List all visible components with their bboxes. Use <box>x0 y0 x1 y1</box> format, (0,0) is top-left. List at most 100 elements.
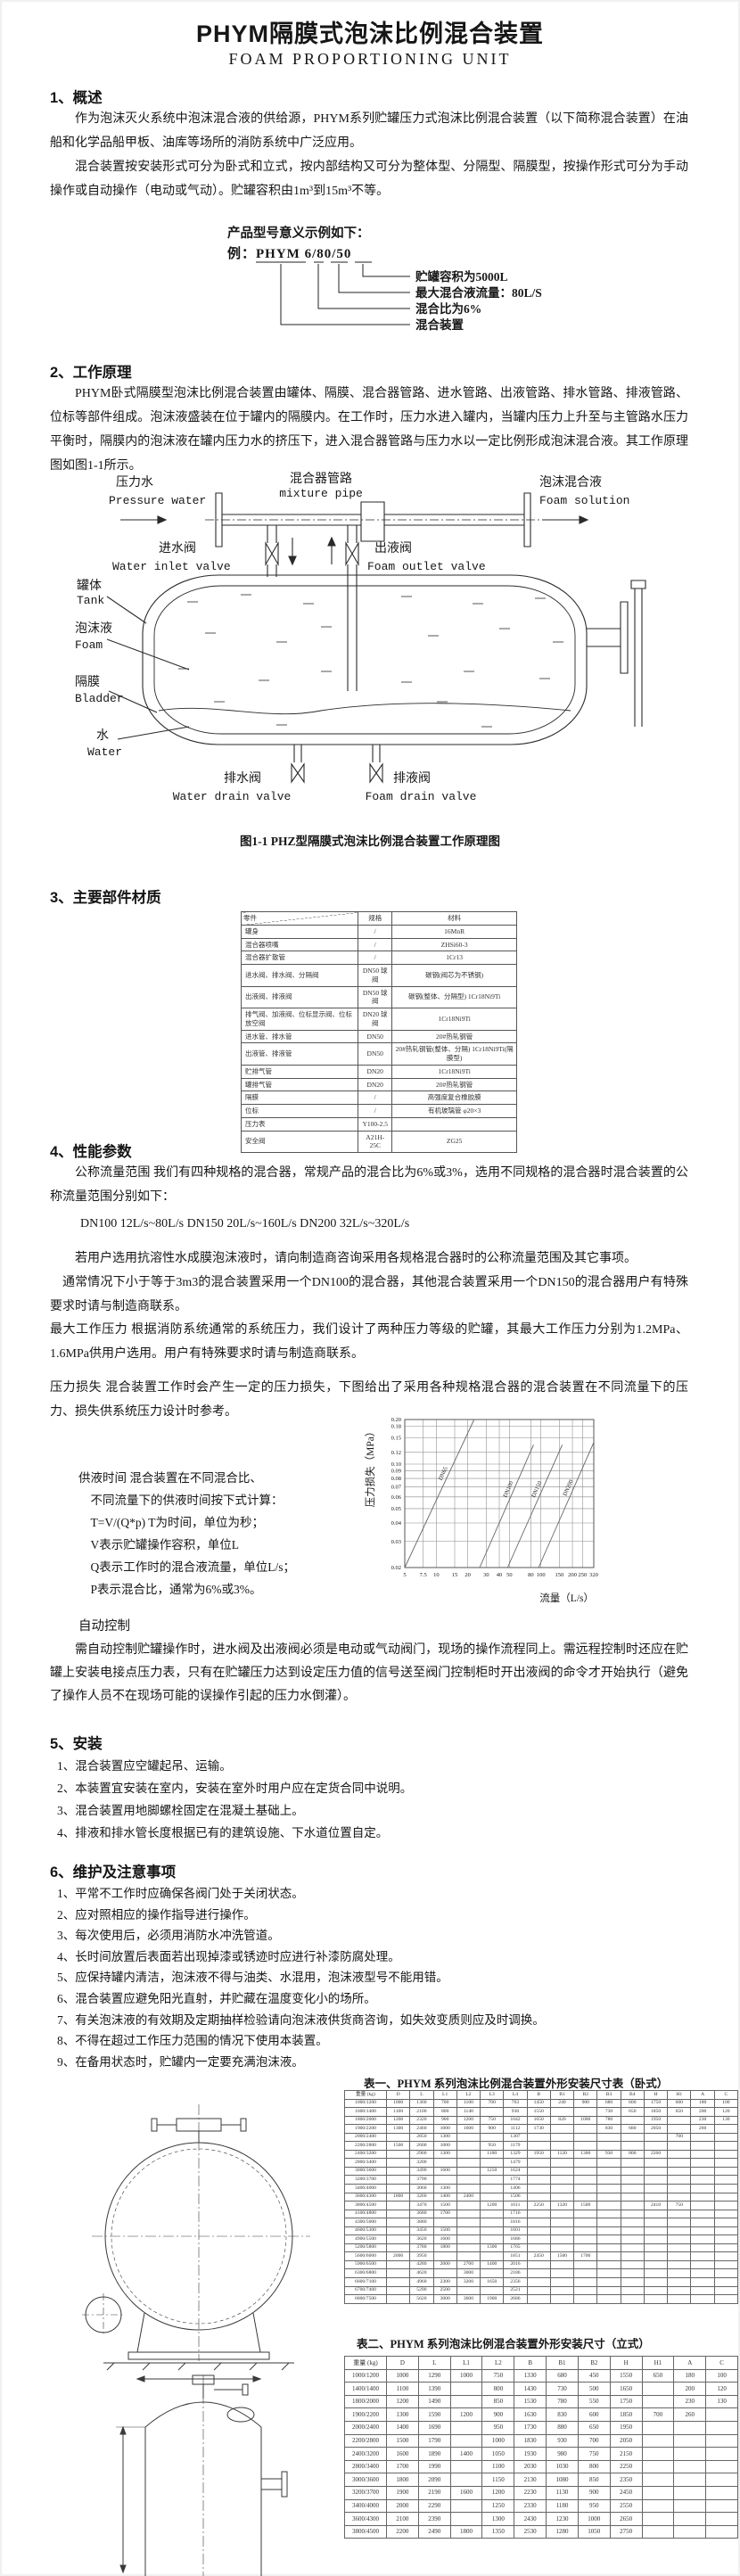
table-row: 4100/4800 3680 1700 1716 <box>344 2209 739 2219</box>
maintenance-item: 5、应保持罐内清洁，泡沫液不得与油类、水混用，泡沫液型号不能用错。 <box>57 1971 448 1985</box>
table-cell <box>667 2149 692 2160</box>
table-cell <box>713 2124 739 2134</box>
table-cell: 5620 <box>409 2294 434 2304</box>
table-cell: 1490 <box>417 2394 451 2409</box>
table-cell <box>526 2175 551 2185</box>
table-cell <box>673 2498 707 2514</box>
series-line-DN100 <box>480 1444 533 1568</box>
table-cell <box>385 2259 411 2270</box>
table-cell: 2400 <box>456 2192 481 2202</box>
table-cell: 1950 <box>526 2149 551 2160</box>
section1-para2: 混合装置按安装形式可分为卧式和立式，按内部结构又可分为整体型、分隔型、隔膜型，按… <box>50 160 688 198</box>
materials-table: 零件 规格 材料 罐身/16MnR 混合器喷嘴 / ZHSi60-3 混合器扩散管/1Cr13… <box>240 911 517 1153</box>
y-tick-label: 0.09 <box>391 1469 401 1475</box>
column-header: 规格 <box>358 911 393 926</box>
table-cell <box>620 2259 645 2270</box>
table-cell: DN50 球阀 <box>358 985 393 1008</box>
table-cell: 1700 <box>432 2209 457 2219</box>
table-cell: 1200 <box>386 2394 419 2409</box>
table-cell: 1500 <box>432 2201 457 2210</box>
table-cell <box>690 2226 715 2236</box>
table-cell <box>526 2141 551 2151</box>
series-label: DN100 <box>502 1480 514 1498</box>
table-cell <box>690 2149 715 2160</box>
table-cell: 900 <box>432 2115 457 2126</box>
table-cell: 120 <box>713 2107 739 2117</box>
table-cell <box>620 2209 645 2219</box>
label-bladder-en: Bladder <box>75 692 124 705</box>
table-cell <box>385 2294 411 2304</box>
label-mixture-pipe-en: mixture pipe <box>279 487 363 500</box>
table-cell: 进水阀、排水阀、分隔阀 <box>240 964 359 987</box>
table-cell <box>596 2166 621 2177</box>
y-tick-label: 0.05 <box>391 1506 401 1512</box>
auto-control-heading: 自动控制 <box>78 1619 130 1634</box>
table-cell: 2000 <box>386 2498 419 2514</box>
supply-time-block: 供液时间 混合装置在不同混合比、 不同流量下的供液时间按下式计算： T=V/(Q… <box>78 1467 373 1601</box>
table-cell: 1Cr18Ni9Ti <box>391 1064 517 1079</box>
table-cell <box>432 2175 457 2185</box>
table-cell <box>620 2268 645 2279</box>
table-row: 5900/6500 4280 2000 2700 1400 2016 <box>344 2259 739 2270</box>
plot-border <box>405 1420 594 1568</box>
table-row: 出液阀、排液阀 DN50 球阀 碳钢(整体、分隔型) 1Cr18Ni9Ti <box>240 985 517 1008</box>
table-row: 1800/2000 1200 2320 900 1200 750 1042 1650 820 10… <box>344 2115 739 2126</box>
table-cell <box>641 2433 675 2448</box>
table-cell: ZG25 <box>391 1130 517 1153</box>
table-cell: 2450 <box>609 2485 643 2500</box>
table-row: 6300/6800 4620 3000 2186 <box>344 2268 739 2279</box>
table-cell: 1400 <box>480 2259 505 2270</box>
table-cell <box>596 2234 621 2244</box>
table-cell <box>456 2285 481 2296</box>
maintenance-item: 1、平常不工作时应确保各阀门处于关闭状态。 <box>57 1887 304 1900</box>
column-header: B <box>526 2090 551 2100</box>
table-cell <box>690 2251 715 2261</box>
supply-line: 不同流量下的供液时间按下式计算： <box>90 1494 284 1507</box>
table-cell: 1100 <box>481 2459 515 2474</box>
table-cell <box>480 2107 505 2117</box>
table-cell <box>690 2192 715 2202</box>
table-cell <box>432 2218 457 2227</box>
table-cell <box>690 2175 715 2185</box>
series-line-DN150 <box>507 1444 562 1568</box>
table-cell: 2200/2800 <box>344 2141 387 2151</box>
column-header: H1 <box>667 2090 692 2100</box>
table-cell <box>480 2234 505 2244</box>
table-cell <box>526 2209 551 2219</box>
table-cell: 100 <box>705 2368 738 2383</box>
table-row: 位标 / 有机玻璃管 φ20×3 <box>240 1104 517 1118</box>
column-header: B2 <box>573 2090 598 2100</box>
table-cell <box>549 2209 575 2219</box>
table-cell: 2050 <box>643 2124 669 2134</box>
table-cell: 3450 <box>409 2226 434 2236</box>
table-cell <box>449 2459 483 2474</box>
table-cell <box>596 2259 621 2270</box>
table-cell <box>620 2192 645 2202</box>
table-cell: 3490 <box>409 2166 434 2177</box>
table-cell: 1290 <box>417 2368 451 2383</box>
column-header: 材料 <box>391 911 517 926</box>
table-cell <box>385 2184 411 2193</box>
table-cell <box>596 2158 621 2168</box>
y-tick-label: 0.12 <box>391 1450 401 1456</box>
table-row: 压力表 Y100-2.5 <box>240 1116 517 1132</box>
table-cell <box>705 2485 738 2500</box>
table-cell <box>673 2473 707 2487</box>
table-cell <box>573 2243 598 2253</box>
table-cell: 1550 <box>526 2107 551 2117</box>
table-cell <box>673 2420 707 2435</box>
x-tick-label: 80 <box>528 1572 534 1578</box>
table-cell <box>673 2459 707 2474</box>
series-label: DN200 <box>562 1479 574 1497</box>
section4-para3-block: 通常情况下小于等于3m3的混合装置采用一个DN100的混合器，其他混合装置采用一… <box>50 1271 688 1319</box>
table-cell: 3800/4500 <box>344 2524 387 2539</box>
table-cell <box>643 2226 669 2236</box>
table-cell <box>667 2192 692 2202</box>
table-row: 3000/3600 1800 2090 1150 2130 1080 850 2350 <box>344 2473 738 2487</box>
table-cell: 100 <box>713 2098 739 2109</box>
table-cell: 800 <box>481 2382 515 2396</box>
table-cell: / <box>358 937 393 952</box>
table-cell: 1329 <box>503 2149 528 2160</box>
table-cell: 4960 <box>409 2277 434 2287</box>
table-cell <box>620 2141 645 2151</box>
